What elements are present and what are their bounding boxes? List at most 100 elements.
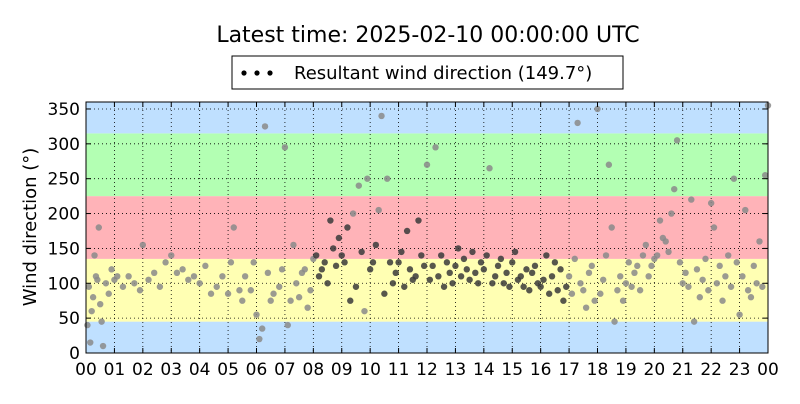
data-point xyxy=(131,280,138,287)
data-point xyxy=(341,259,348,266)
data-point xyxy=(395,259,402,266)
data-point xyxy=(307,287,314,294)
x-tick-label: 03 xyxy=(160,360,182,380)
legend-marker-dot xyxy=(267,70,273,76)
data-point xyxy=(429,262,436,270)
data-point xyxy=(330,245,337,252)
data-point xyxy=(261,123,269,130)
x-tick-label: 08 xyxy=(303,360,325,380)
data-point xyxy=(136,287,144,294)
y-tick-label: 150 xyxy=(48,239,80,259)
data-point xyxy=(580,287,587,294)
data-point xyxy=(114,273,121,280)
y-tick-label: 350 xyxy=(48,100,80,120)
data-point xyxy=(571,255,578,263)
data-point xyxy=(196,280,203,287)
data-point xyxy=(688,196,695,203)
data-point xyxy=(452,262,459,270)
data-point xyxy=(412,273,419,280)
grid-lines xyxy=(86,102,768,353)
data-point xyxy=(95,224,102,231)
data-point xyxy=(690,318,698,325)
data-points xyxy=(84,102,772,350)
data-point xyxy=(315,273,323,280)
data-point xyxy=(557,266,564,273)
data-point xyxy=(696,294,703,301)
data-point xyxy=(634,262,641,270)
data-point xyxy=(608,224,615,231)
data-point xyxy=(526,287,533,294)
data-point xyxy=(531,262,539,270)
legend: Resultant wind direction (149.7°) xyxy=(231,55,624,90)
y-axis-ticks: 0 50 100 150 200 250 300 350 xyxy=(48,100,768,364)
data-point xyxy=(472,269,479,277)
data-point xyxy=(426,276,434,283)
data-point xyxy=(577,280,584,287)
data-point xyxy=(386,259,394,266)
data-point xyxy=(443,259,451,266)
y-tick-label: 200 xyxy=(48,205,80,225)
data-point xyxy=(511,248,519,256)
data-point xyxy=(256,335,263,343)
data-point xyxy=(719,297,726,304)
data-point xyxy=(84,321,91,329)
data-point xyxy=(483,252,490,259)
data-point xyxy=(304,304,311,311)
data-point xyxy=(213,283,220,290)
data-point xyxy=(565,273,573,280)
data-point xyxy=(713,280,721,287)
data-point xyxy=(722,273,729,280)
data-point xyxy=(293,280,300,287)
x-tick-label: 07 xyxy=(274,360,296,380)
data-point xyxy=(344,224,351,231)
data-point xyxy=(537,283,544,290)
data-point xyxy=(139,241,147,249)
data-point xyxy=(523,266,530,273)
data-point xyxy=(406,266,414,273)
data-point xyxy=(506,283,513,290)
data-point xyxy=(560,297,567,304)
data-point xyxy=(168,252,175,259)
data-point xyxy=(582,304,590,311)
data-point xyxy=(653,252,661,259)
x-tick-label: 21 xyxy=(672,360,694,380)
x-axis-ticks: 00 01 02 03 04 05 06 07 08 09 10 11 12 13 14 15 16 17 18 19… xyxy=(75,102,779,380)
data-point xyxy=(636,287,644,294)
data-point xyxy=(372,241,380,249)
data-point xyxy=(673,137,681,144)
data-point xyxy=(520,283,527,290)
data-point xyxy=(543,252,550,259)
legend-label: Resultant wind direction (149.7°) xyxy=(294,63,592,84)
data-point xyxy=(671,185,678,193)
data-point xyxy=(415,217,422,224)
data-point xyxy=(710,224,718,231)
x-tick-label: 06 xyxy=(246,360,268,380)
data-point xyxy=(477,259,485,266)
data-point xyxy=(398,248,405,256)
data-point xyxy=(207,290,215,297)
data-point xyxy=(369,259,377,266)
chart-title: Latest time: 2025-02-10 00:00:00 UTC xyxy=(216,23,639,48)
data-point xyxy=(202,262,209,270)
data-point xyxy=(85,283,93,290)
x-tick-label: 19 xyxy=(615,360,637,380)
data-point xyxy=(756,238,763,245)
data-point xyxy=(449,280,456,287)
data-point xyxy=(747,294,755,301)
data-point xyxy=(125,273,132,280)
data-point xyxy=(87,339,94,346)
data-point xyxy=(676,259,684,266)
data-point xyxy=(611,318,618,325)
x-tick-label: 23 xyxy=(729,360,751,380)
data-point xyxy=(614,287,621,294)
data-point xyxy=(327,217,334,224)
data-point xyxy=(179,266,186,273)
data-point xyxy=(469,248,476,256)
data-point xyxy=(750,262,757,270)
data-point xyxy=(645,273,652,280)
data-point xyxy=(230,224,237,231)
data-point xyxy=(707,199,715,207)
data-point xyxy=(759,283,766,290)
data-point xyxy=(540,276,547,283)
